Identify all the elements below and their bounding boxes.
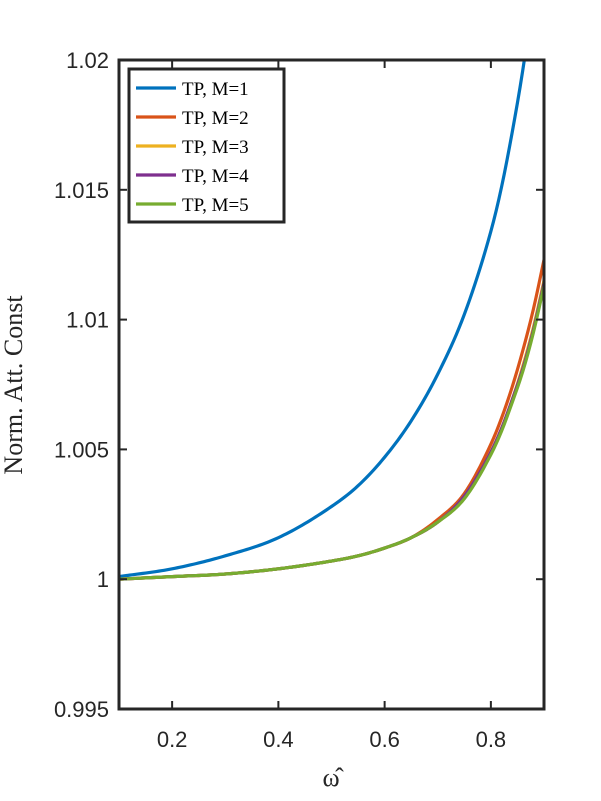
x-tick-label: 0.8 — [476, 727, 507, 752]
x-tick-label: 0.4 — [263, 727, 294, 752]
x-axis-label: ω̂ — [322, 763, 344, 792]
y-tick-label: 1 — [97, 567, 109, 592]
series-line-m5 — [119, 285, 544, 581]
legend-label-m4: TP, M=4 — [182, 166, 249, 187]
tick-labels-layer: 0.2 0.4 0.6 0.8 0.995 1 1.005 1.01 1.015 1.02 — [54, 48, 506, 752]
legend-label-m1: TP, M=1 — [182, 79, 249, 100]
legend: TP, M=1 TP, M=2 TP, M=3 TP, M=4 TP, M=5 — [127, 67, 286, 224]
y-tick-label: 1.015 — [54, 178, 109, 203]
x-tick-label: 0.2 — [157, 727, 188, 752]
legend-label-m5: TP, M=5 — [182, 195, 249, 216]
y-tick-label: 0.995 — [54, 697, 109, 722]
y-tick-label: 1.01 — [66, 308, 109, 333]
legend-label-m3: TP, M=3 — [182, 137, 249, 158]
legend-label-m2: TP, M=2 — [182, 108, 249, 129]
y-tick-label: 1.005 — [54, 437, 109, 462]
y-axis-label: Norm. Att. Const — [0, 295, 28, 475]
y-tick-label: 1.02 — [66, 48, 109, 73]
series-layer — [119, 60, 544, 581]
series-line-m1 — [119, 60, 526, 579]
plot-frame — [117, 58, 546, 711]
x-tick-label: 0.6 — [369, 727, 400, 752]
